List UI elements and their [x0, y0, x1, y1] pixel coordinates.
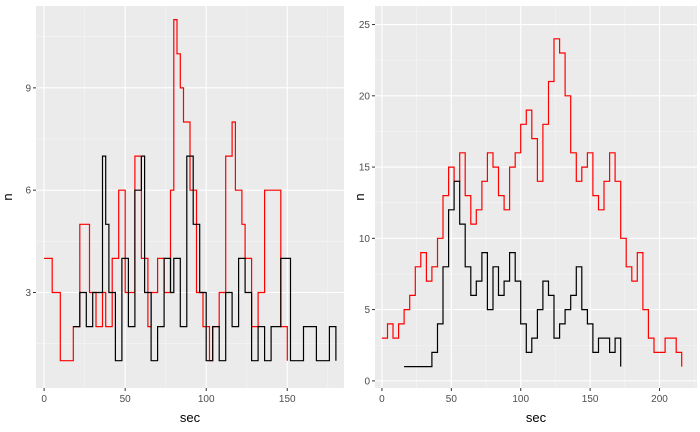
x-tick-label: 200 — [651, 394, 668, 405]
x-tick-label: 150 — [582, 394, 599, 405]
y-axis-title: n — [352, 193, 367, 200]
panel-background — [36, 6, 344, 388]
series-line-red — [44, 19, 288, 362]
y-tick-label: 3 — [25, 288, 31, 299]
y-tick-label: 15 — [359, 163, 371, 174]
x-tick-label: 0 — [379, 394, 385, 405]
x-axis-title: sec — [526, 410, 547, 425]
y-tick-label: 0 — [364, 376, 370, 387]
x-tick-label: 150 — [279, 394, 296, 405]
panel-background — [375, 6, 697, 388]
y-tick-label: 5 — [364, 305, 370, 316]
x-tick-label: 100 — [512, 394, 529, 405]
series-line-black — [73, 155, 337, 362]
series-line-red — [381, 38, 683, 367]
panel-2: 0 50 100 150 200 0 5 10 15 20 25 sec n — [352, 6, 697, 425]
x-tick-label: 100 — [198, 394, 215, 405]
y-axis-title: n — [0, 193, 15, 200]
series-line-black — [404, 180, 622, 368]
y-tick-label: 10 — [359, 234, 371, 245]
x-axis-title: sec — [180, 410, 201, 425]
x-tick-label: 0 — [41, 394, 47, 405]
x-tick-label: 50 — [120, 394, 132, 405]
y-tick-label: 25 — [359, 20, 371, 31]
y-tick-label: 20 — [359, 91, 371, 102]
panel-1: 0 50 100 150 3 6 9 sec n — [0, 6, 344, 425]
y-tick-label: 6 — [25, 186, 31, 197]
y-tick-label: 9 — [25, 83, 31, 94]
x-tick-label: 50 — [446, 394, 458, 405]
